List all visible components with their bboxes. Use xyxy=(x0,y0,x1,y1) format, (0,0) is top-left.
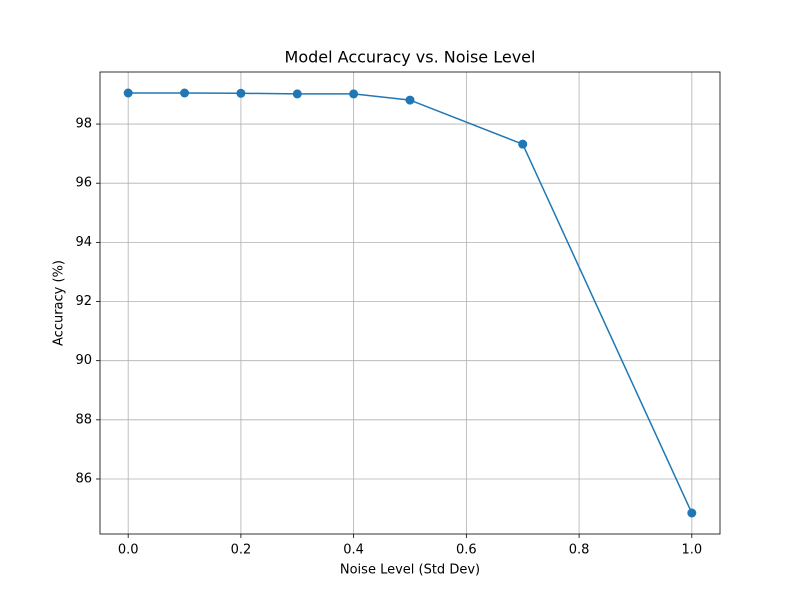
y-tick-label: 98 xyxy=(75,117,92,132)
y-tick-label: 86 xyxy=(75,471,92,486)
y-tick-label: 94 xyxy=(75,235,92,250)
point xyxy=(292,89,302,99)
point xyxy=(405,95,415,105)
x-axis-label: Noise Level (Std Dev) xyxy=(340,563,480,578)
point xyxy=(518,139,528,149)
y-tick-label: 90 xyxy=(75,353,92,368)
x-tick-label: 0.2 xyxy=(231,543,252,558)
x-tick-label: 0.8 xyxy=(569,543,590,558)
y-axis-label: Accuracy (%) xyxy=(52,260,67,346)
point xyxy=(687,508,697,518)
plot-frame xyxy=(99,71,721,535)
point xyxy=(349,89,359,99)
point xyxy=(123,88,133,98)
point xyxy=(236,88,246,98)
y-tick-label: 88 xyxy=(75,412,92,427)
y-tick-label: 96 xyxy=(75,176,92,191)
point xyxy=(180,88,190,98)
x-tick-label: 0.4 xyxy=(343,543,364,558)
x-tick-label: 0.6 xyxy=(456,543,477,558)
chart-title: Model Accuracy vs. Noise Level xyxy=(285,48,536,67)
x-tick-label: 0.0 xyxy=(118,543,139,558)
x-tick-label: 1.0 xyxy=(681,543,702,558)
line xyxy=(128,92,693,514)
y-tick-label: 92 xyxy=(75,294,92,309)
